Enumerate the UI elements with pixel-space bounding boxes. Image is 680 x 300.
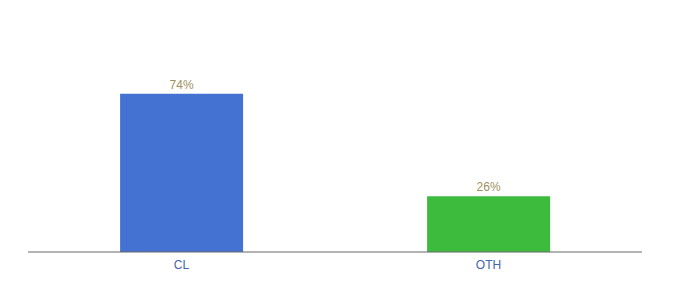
svg-text:74%: 74% (170, 78, 194, 92)
svg-text:26%: 26% (477, 180, 501, 194)
svg-text:CL: CL (174, 258, 190, 272)
svg-text:OTH: OTH (476, 258, 501, 272)
